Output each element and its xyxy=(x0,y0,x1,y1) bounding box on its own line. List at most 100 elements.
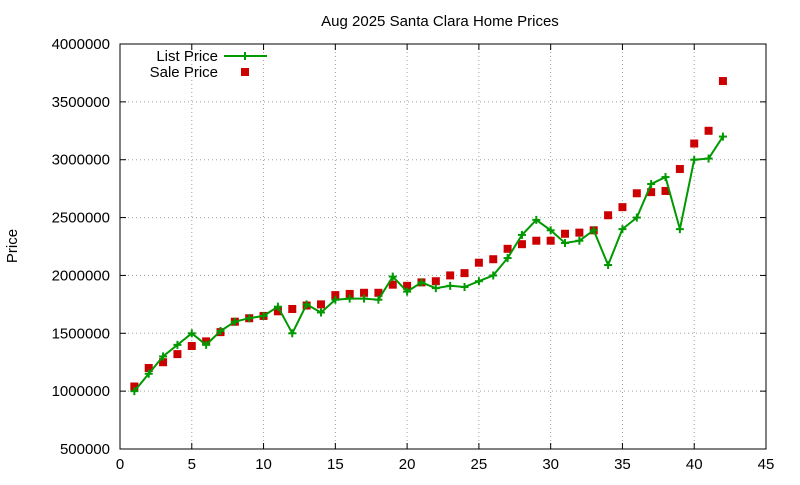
y-tick-label: 500000 xyxy=(60,441,110,458)
sale-price-point xyxy=(431,277,440,286)
list-price-point xyxy=(661,173,670,182)
y-axis-label: Price xyxy=(4,229,21,263)
list-price-point xyxy=(489,271,498,280)
sale-price-point xyxy=(675,164,684,173)
y-tick-label: 3500000 xyxy=(52,94,110,111)
sale-price-point xyxy=(288,304,297,313)
list-price-point xyxy=(173,340,182,349)
x-tick-label: 45 xyxy=(758,456,775,473)
sale-price-point xyxy=(403,281,412,290)
x-tick-label: 0 xyxy=(116,456,124,473)
sale-price-point xyxy=(474,258,483,267)
y-tick-label: 2500000 xyxy=(52,210,110,227)
x-tick-label: 30 xyxy=(542,456,559,473)
series-layer xyxy=(130,77,727,396)
x-tick-label: 35 xyxy=(614,456,631,473)
list-price-point xyxy=(417,278,426,287)
list-price-point xyxy=(718,132,727,141)
list-price-point xyxy=(589,226,598,235)
list-price-point xyxy=(618,225,627,234)
list-price-series xyxy=(130,132,727,396)
sale-price-point xyxy=(503,244,512,253)
y-tick-label: 2000000 xyxy=(52,267,110,284)
sale-price-point xyxy=(130,382,139,391)
list-price-point xyxy=(632,213,641,222)
sale-price-point xyxy=(144,364,153,372)
sale-price-point xyxy=(173,350,182,359)
sale-price-point xyxy=(316,300,325,309)
x-tick-label: 10 xyxy=(255,456,272,473)
sale-price-point xyxy=(604,211,613,220)
list-price-point xyxy=(575,236,584,245)
list-price-point xyxy=(331,295,340,304)
plot-frame xyxy=(119,43,767,450)
list-price-point xyxy=(130,387,139,396)
chart-title: Aug 2025 Santa Clara Home Prices xyxy=(321,13,559,30)
list-price-point xyxy=(546,226,555,235)
list-price-point xyxy=(690,155,699,164)
sale-price-point xyxy=(489,255,498,264)
sale-price-point xyxy=(561,229,570,238)
list-price-point xyxy=(374,295,383,304)
y-tick-labels: 500000 1000000 1500000 2000000 2500000 300000… xyxy=(52,36,110,458)
list-price-point xyxy=(187,329,196,338)
list-price-point xyxy=(460,283,469,291)
legend: List Price Sale Price xyxy=(150,48,267,81)
sale-price-point xyxy=(273,307,282,316)
list-price-line xyxy=(133,136,724,392)
list-price-point xyxy=(216,326,225,335)
x-tick-label: 20 xyxy=(399,456,416,473)
sale-price-point xyxy=(647,188,656,197)
list-price-point xyxy=(360,294,369,303)
list-price-point xyxy=(647,180,656,189)
sale-price-point xyxy=(159,358,168,367)
legend-label-list-price: List Price xyxy=(156,48,218,65)
sale-price-point xyxy=(575,228,584,237)
sale-price-point xyxy=(718,77,727,86)
list-price-point xyxy=(245,314,254,323)
sale-price-point xyxy=(632,189,641,198)
list-price-point xyxy=(159,352,168,361)
sale-price-point xyxy=(661,186,670,195)
y-tick-label: 1500000 xyxy=(52,325,110,342)
list-price-point xyxy=(561,239,570,248)
list-price-point xyxy=(675,225,684,234)
sale-price-point xyxy=(517,240,526,249)
sale-price-point xyxy=(532,236,541,245)
grid-lines xyxy=(120,44,766,449)
list-price-point xyxy=(503,254,512,263)
list-price-point xyxy=(230,317,239,326)
list-price-point xyxy=(202,340,211,349)
legend-label-sale-price: Sale Price xyxy=(150,64,218,81)
x-tick-label: 25 xyxy=(471,456,488,473)
list-price-point xyxy=(273,302,282,311)
legend-marker-list-price xyxy=(241,52,249,60)
list-price-point xyxy=(302,300,311,309)
sale-price-point xyxy=(388,280,397,289)
list-price-point xyxy=(446,281,455,290)
list-price-point xyxy=(704,154,713,163)
sale-price-point xyxy=(446,271,455,280)
sale-price-point xyxy=(618,203,627,212)
list-price-point xyxy=(431,284,440,293)
sale-price-point xyxy=(546,236,555,245)
x-tick-label: 40 xyxy=(686,456,703,473)
sale-price-point xyxy=(690,139,699,148)
sale-price-point xyxy=(360,288,369,297)
list-price-point xyxy=(517,230,526,239)
sale-price-point xyxy=(345,289,354,298)
sale-price-point xyxy=(704,126,713,135)
sale-price-point xyxy=(187,342,196,351)
list-price-point xyxy=(259,311,268,320)
x-tick-label: 15 xyxy=(327,456,344,473)
list-price-point xyxy=(403,287,412,296)
sale-price-point xyxy=(374,288,383,297)
list-price-point xyxy=(288,329,297,338)
y-tick-label: 3000000 xyxy=(52,152,110,169)
sale-price-point xyxy=(331,291,340,300)
x-tick-labels: 0 5 10 15 20 25 30 35 40 45 xyxy=(116,456,775,473)
list-price-point xyxy=(532,215,541,224)
axis-ticks xyxy=(119,43,767,450)
